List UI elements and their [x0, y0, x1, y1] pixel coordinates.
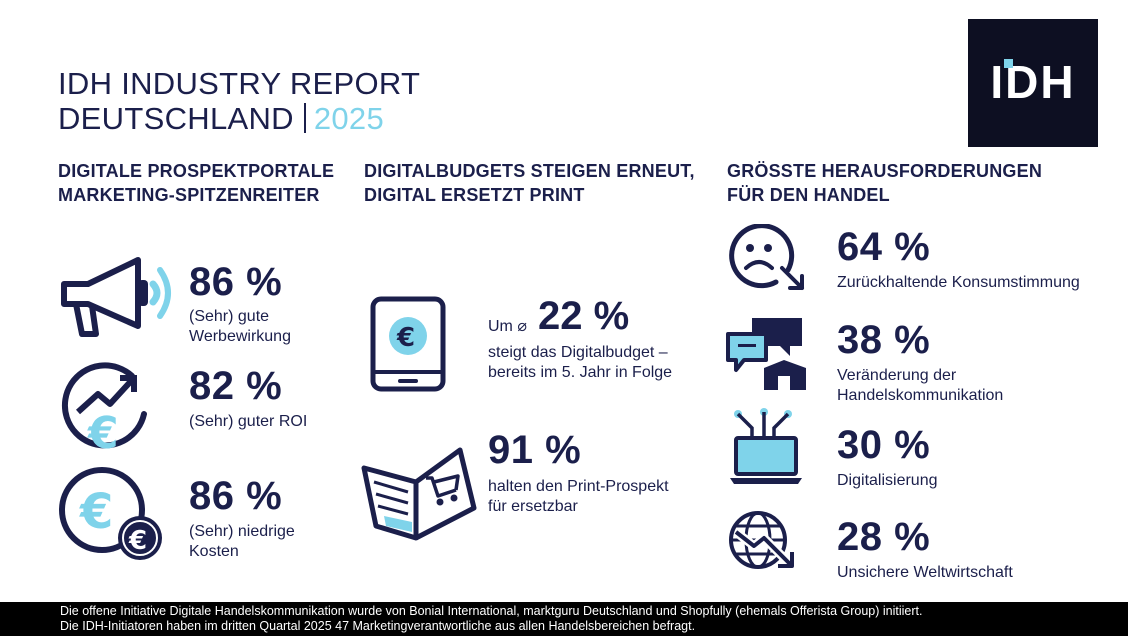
report-title-line2: DEUTSCHLAND 2025 [58, 101, 420, 136]
col1-stat2-value: 82 % [189, 364, 283, 408]
col1-stat2-label: (Sehr) guter ROI [189, 412, 307, 432]
globe-decline-icon [729, 511, 794, 569]
col2-stat1-label-line1: steigt das Digitalbudget – [488, 344, 668, 361]
footer-line1: Die offene Initiative Digitale Handelsko… [60, 604, 923, 618]
col3-heading-line2: FÜR DEN HANDEL [727, 185, 890, 205]
logo-text: IDH [990, 56, 1076, 108]
title-separator [303, 103, 306, 133]
col2-stat1-prefix: Um ⌀ [488, 318, 527, 335]
footer-line2: Die IDH-Initiatoren haben im dritten Qua… [60, 619, 696, 633]
col3-stat3-label-line1: Digitalisierung [837, 472, 938, 489]
col3-stat2-label-line1: Veränderung der [837, 367, 957, 384]
report-title: IDH INDUSTRY REPORT DEUTSCHLAND 2025 [58, 66, 420, 136]
col3-stat3-label: Digitalisierung [837, 471, 938, 491]
col3-heading-line1: GRÖSSTE HERAUSFORDERUNGEN [727, 161, 1043, 181]
col3-stat3-value: 30 % [837, 423, 931, 467]
col1-stat3-label-line1: (Sehr) niedrige [189, 523, 295, 540]
euro-growth-icon: € [61, 362, 147, 452]
open-catalog-icon [361, 447, 477, 541]
svg-text:€: € [87, 408, 119, 452]
col3-stat4-value: 28 % [837, 515, 931, 559]
idh-logo: IDH [968, 19, 1098, 147]
col1-heading-line1: DIGITALE PROSPEKTPORTALE [58, 161, 335, 181]
svg-text:€: € [396, 323, 415, 353]
tablet-euro-icon: € [370, 296, 446, 392]
col3-stat2-label: Veränderung der Handelskommunikation [837, 366, 1003, 406]
col3-stat2-label-line2: Handelskommunikation [837, 387, 1004, 404]
col3-stat1-value: 64 % [837, 225, 931, 269]
col2-heading-line1: DIGITALBUDGETS STEIGEN ERNEUT, [364, 161, 695, 181]
col2-heading-line2: DIGITAL ERSETZT PRINT [364, 185, 585, 205]
col1-stat1-label-line2: Werbewirkung [189, 328, 291, 345]
title-country: DEUTSCHLAND [58, 101, 294, 136]
col3-stat1-label-line1: Zurückhaltende Konsumstimmung [837, 274, 1080, 291]
col1-heading-line2: MARKETING-SPITZENREITER [58, 185, 320, 205]
col2-heading: DIGITALBUDGETS STEIGEN ERNEUT, DIGITAL E… [364, 159, 695, 207]
sad-face-icon [729, 224, 804, 290]
euro-coins-icon: € € [59, 467, 162, 560]
megaphone-icon [61, 257, 171, 337]
col1-heading: DIGITALE PROSPEKTPORTALE MARKETING-SPITZ… [58, 159, 334, 207]
col2-stat1-value: 22 % [538, 294, 630, 338]
col3-stat2-value: 38 % [837, 318, 931, 362]
col1-stat1-label: (Sehr) gute Werbewirkung [189, 307, 291, 347]
col3-stat4-label-line1: Unsichere Weltwirtschaft [837, 564, 1013, 581]
col2-stat2-label-line1: halten den Print-Prospekt [488, 478, 669, 495]
col2-stat2-value: 91 % [488, 428, 582, 472]
col1-stat3-value: 86 % [189, 474, 283, 518]
col2-stat2-label-line2: für ersetzbar [488, 498, 578, 515]
laptop-network-icon [730, 408, 802, 484]
svg-text:€: € [79, 484, 113, 540]
col2-stat1-label: steigt das Digitalbudget – bereits im 5.… [488, 343, 672, 383]
report-title-line1: IDH INDUSTRY REPORT [58, 66, 421, 101]
logo-accent-dot [1004, 59, 1013, 68]
col1-stat1-label-line1: (Sehr) gute [189, 308, 270, 325]
chat-store-icon [726, 318, 806, 390]
svg-text:€: € [128, 526, 147, 556]
col1-stat2-label-line1: (Sehr) guter ROI [189, 413, 308, 430]
title-year: 2025 [313, 101, 385, 136]
col1-stat1-value: 86 % [189, 260, 283, 304]
col3-stat1-label: Zurückhaltende Konsumstimmung [837, 273, 1080, 293]
col3-heading: GRÖSSTE HERAUSFORDERUNGEN FÜR DEN HANDEL [727, 159, 1042, 207]
col1-stat3-label-line2: Kosten [189, 543, 239, 560]
col2-stat2-label: halten den Print-Prospekt für ersetzbar [488, 477, 669, 517]
footer-note: Die offene Initiative Digitale Handelsko… [0, 602, 1128, 636]
col3-stat4-label: Unsichere Weltwirtschaft [837, 563, 1013, 583]
col1-stat3-label: (Sehr) niedrige Kosten [189, 522, 295, 562]
col2-stat1-label-line2: bereits im 5. Jahr in Folge [488, 364, 673, 381]
